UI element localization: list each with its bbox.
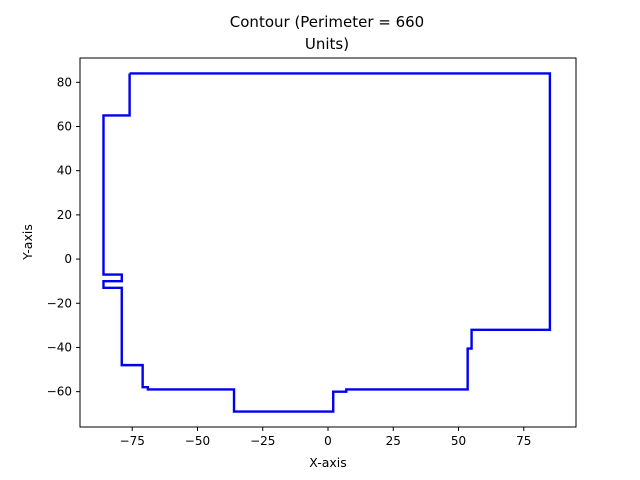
y-tick-label: 20 bbox=[57, 208, 72, 222]
y-axis-label: Y-axis bbox=[20, 224, 35, 261]
chart-title-line-2: Units) bbox=[305, 35, 349, 53]
y-tick-label: 60 bbox=[57, 119, 72, 133]
y-tick-label: −60 bbox=[47, 385, 72, 399]
y-tick-label: 80 bbox=[57, 75, 72, 89]
y-axis: −60 −40 −20 0 20 40 60 80 bbox=[47, 75, 80, 399]
contour-line-0 bbox=[102, 72, 552, 413]
y-tick-label: 0 bbox=[64, 252, 72, 266]
x-axis: −75 −50 −25 0 25 50 75 bbox=[120, 427, 531, 448]
axes-frame bbox=[79, 57, 577, 428]
plot-area bbox=[102, 72, 552, 413]
x-tick-label: −75 bbox=[120, 434, 145, 448]
x-tick-label: −50 bbox=[185, 434, 210, 448]
chart-title-line-1: Contour (Perimeter = 660 bbox=[230, 13, 424, 31]
x-tick-label: 75 bbox=[516, 434, 531, 448]
y-tick-label: 40 bbox=[57, 164, 72, 178]
x-tick-label: 0 bbox=[324, 434, 332, 448]
x-axis-label: X-axis bbox=[309, 455, 347, 470]
y-tick-label: −40 bbox=[47, 340, 72, 354]
y-tick-label: −20 bbox=[47, 296, 72, 310]
x-tick-label: −25 bbox=[250, 434, 275, 448]
x-tick-label: 50 bbox=[451, 434, 466, 448]
x-tick-label: 25 bbox=[386, 434, 401, 448]
